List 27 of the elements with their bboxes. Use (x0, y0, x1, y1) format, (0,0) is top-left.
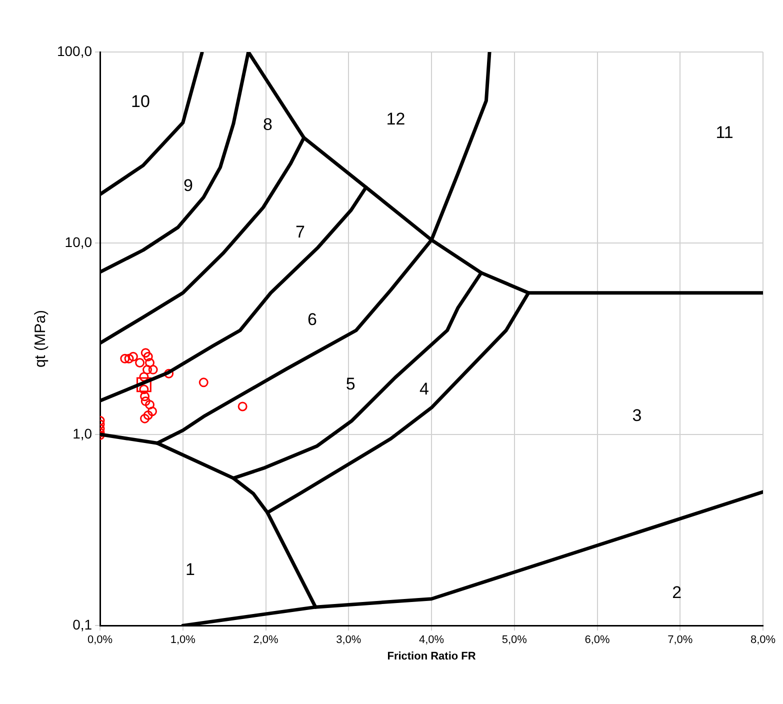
x-tick-label: 3,0% (336, 634, 362, 646)
x-tick-label: 1,0% (170, 634, 196, 646)
y-tick-label: 0,1 (72, 616, 92, 632)
x-tick-label: 7,0% (668, 634, 693, 646)
annotation: 10 (131, 92, 150, 112)
annotation: 11 (716, 123, 734, 142)
x-axis-title: Friction Ratio FR (387, 650, 476, 662)
x-tick-label: 4,0% (418, 634, 444, 646)
y-tick-label: 100,0 (56, 42, 92, 59)
x-tick-label: 2,0% (253, 634, 279, 646)
x-tick-label: 6,0% (584, 634, 610, 646)
annotation: 12 (386, 109, 406, 128)
annotation: 5 (346, 374, 356, 394)
annotation: 7 (296, 222, 305, 242)
x-tick-label: 5,0% (502, 634, 528, 646)
x-tick-label: 0,0% (87, 634, 113, 646)
annotation: 8 (263, 115, 272, 134)
annotation: 1 (185, 560, 195, 580)
annotation: 3 (632, 406, 642, 425)
y-tick-label: 10,0 (64, 234, 92, 250)
annotation: 9 (183, 176, 193, 195)
y-axis-title: qt (MPa) (32, 310, 50, 368)
annotation: 4 (419, 380, 429, 399)
y-tick-label: 1,0 (72, 425, 92, 442)
annotation: 6 (307, 310, 317, 330)
x-tick-label: 8,0% (750, 634, 776, 646)
annotation: 2 (672, 583, 682, 602)
